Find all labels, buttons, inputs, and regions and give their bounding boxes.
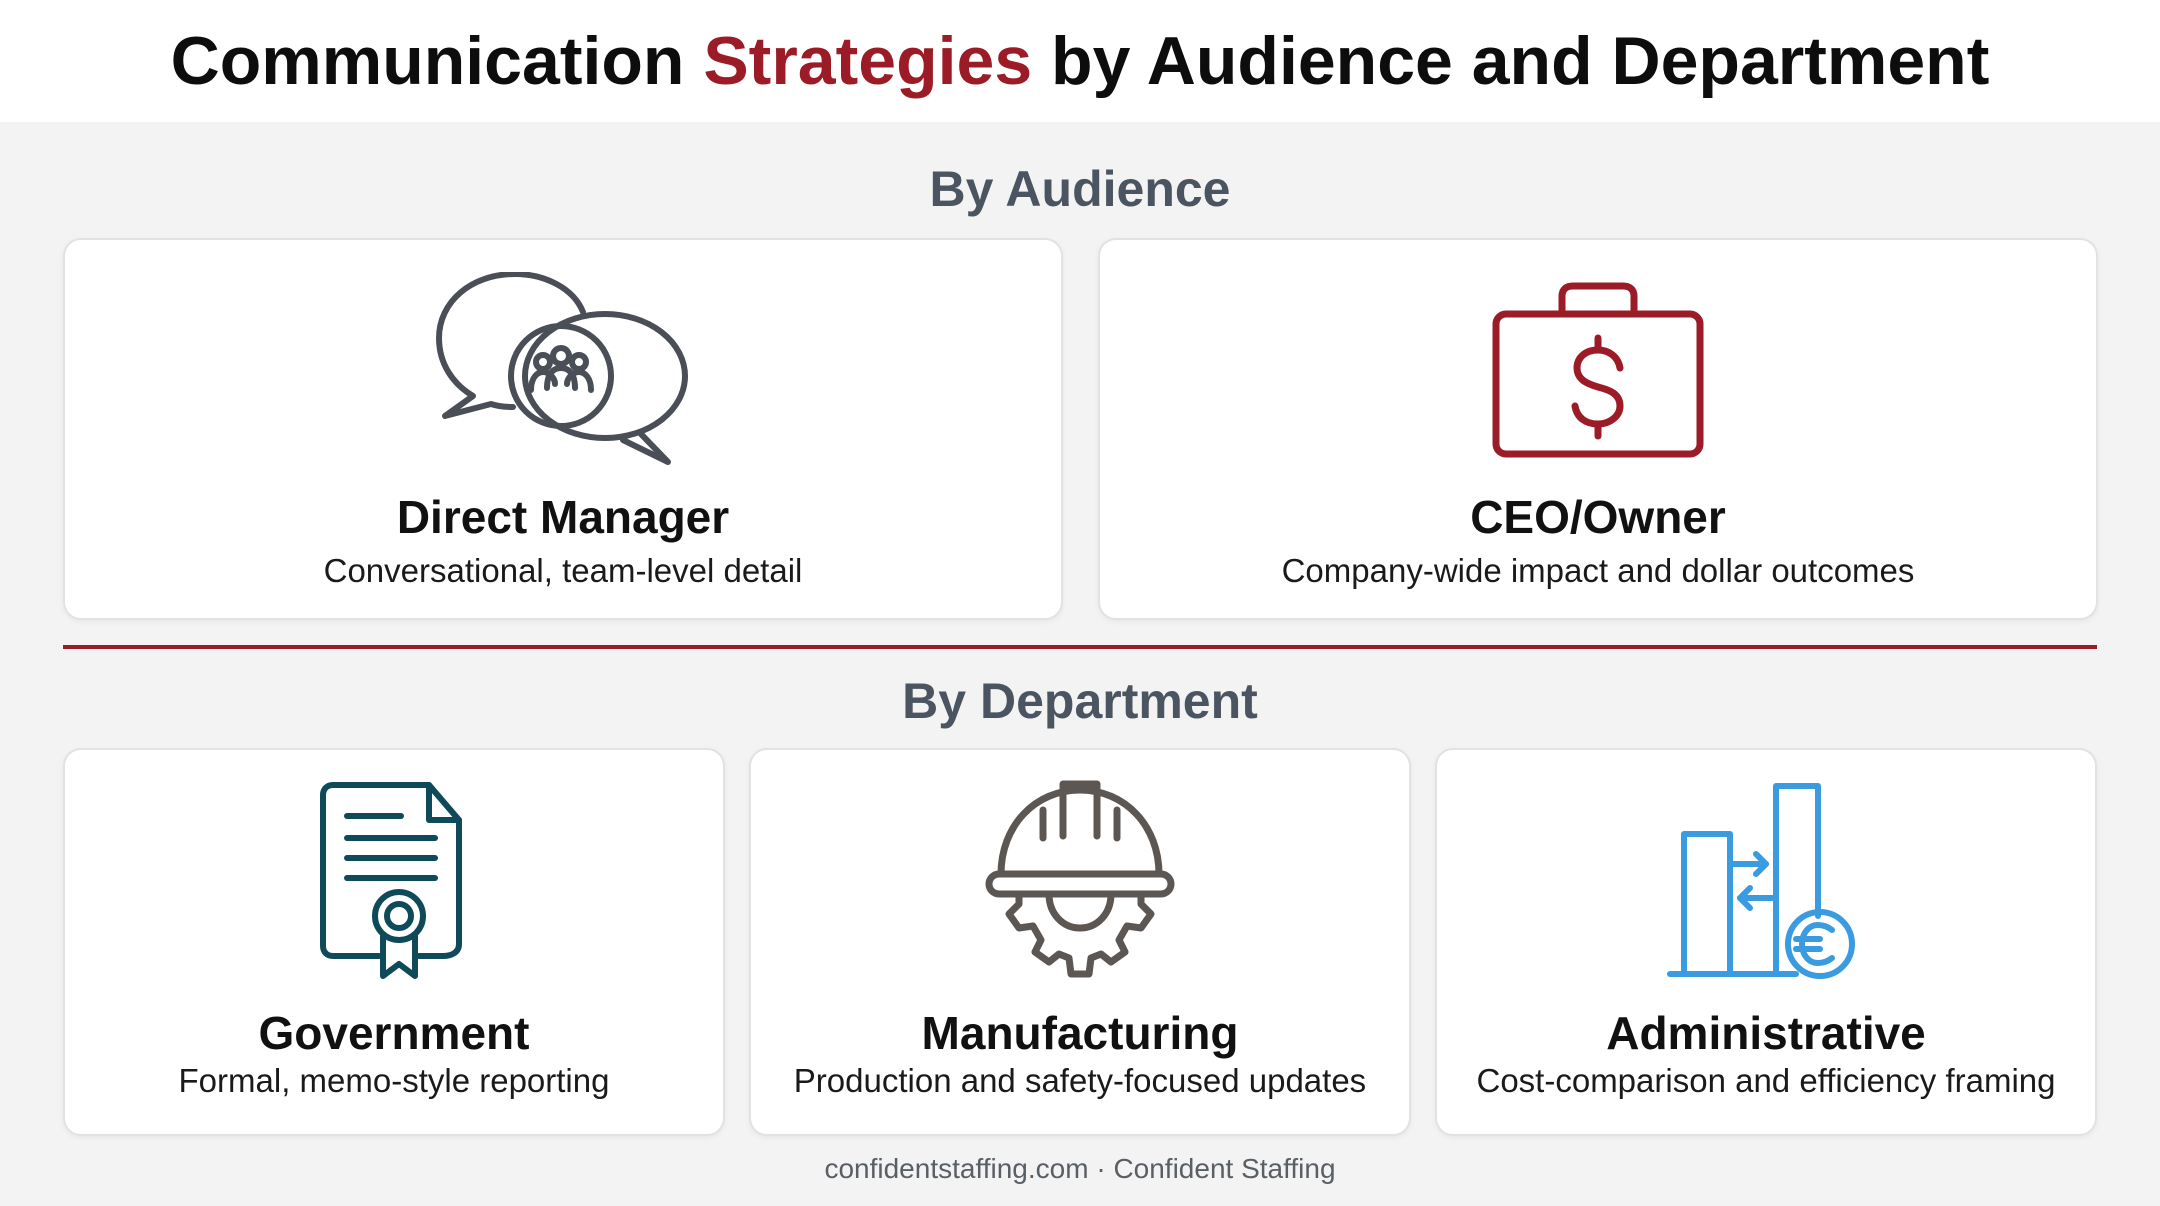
section-title-audience: By Audience [929,161,1231,217]
footer-credit: confidentstaffing.com · Confident Staffi… [824,1153,1336,1184]
section-divider [63,645,2097,649]
card-title: Administrative [1606,1007,1926,1059]
bar-chart-euro-icon [1666,782,1866,982]
card-description: Production and safety-focused updates [793,1062,1367,1099]
section-title-department: By Department [902,673,1258,729]
card-title: Manufacturing [921,1007,1239,1059]
card-description: Conversational, team-level detail [323,552,803,589]
card-description: Cost-comparison and efficiency framing [1476,1062,2056,1099]
briefcase-dollar-icon [1492,282,1704,460]
card-title: CEO/Owner [1470,491,1726,543]
card-manufacturing: Manufacturing Production and safety-focu… [749,748,1411,1136]
card-direct-manager: Direct Manager Conversational, team-leve… [63,238,1063,620]
card-government: Government Formal, memo-style reporting [63,748,725,1136]
card-ceo-owner: CEO/Owner Company-wide impact and dollar… [1098,238,2098,620]
card-description: Formal, memo-style reporting [178,1062,610,1099]
hard-hat-gear-icon [985,780,1175,980]
page-title-part2: by Audience and Department [1032,23,1990,99]
card-title: Government [258,1007,530,1059]
page-title-part1: Communication [170,23,704,99]
card-description: Company-wide impact and dollar outcomes [1281,552,1915,589]
certificate-document-icon [319,780,469,982]
card-title: Direct Manager [396,491,730,543]
page-title-accent: Strategies [703,23,1033,99]
card-administrative: Administrative Cost-comparison and effic… [1435,748,2097,1136]
header-bar: Communication Strategies by Audience and… [0,0,2160,122]
chat-bubbles-people-icon [433,271,693,472]
page-title: Communication Strategies by Audience and… [171,22,1990,100]
